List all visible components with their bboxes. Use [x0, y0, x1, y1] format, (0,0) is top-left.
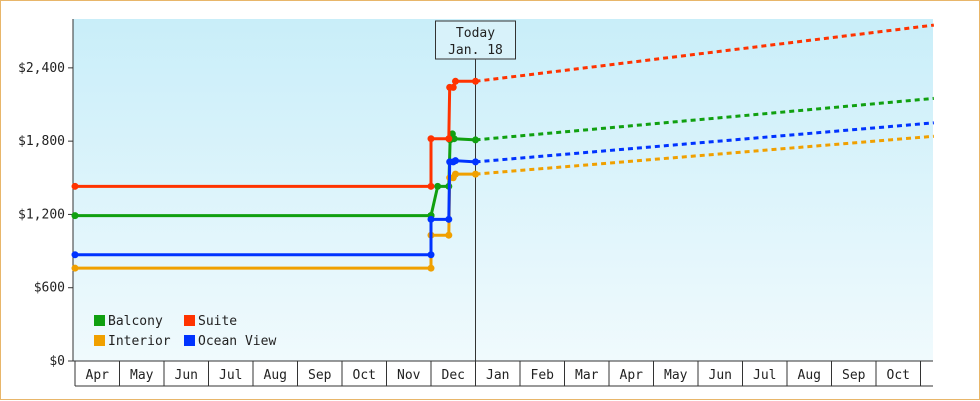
x-tick-label: Dec	[442, 368, 465, 383]
y-tick-label: $0	[49, 354, 65, 369]
x-tick-label: Aug	[264, 368, 287, 383]
x-tick-label: May	[664, 368, 688, 383]
legend-swatch	[184, 335, 195, 346]
data-point	[71, 251, 79, 259]
x-tick-label: Nov	[397, 368, 421, 383]
x-tick-label: Feb	[531, 368, 555, 383]
data-point	[71, 264, 79, 272]
x-tick-label: Jul	[219, 368, 242, 383]
today-box	[435, 20, 516, 60]
y-tick-label: $600	[34, 281, 65, 296]
today-marker: Today Jan. 18	[435, 20, 516, 361]
x-tick-label: Sep	[308, 368, 332, 383]
legend: Balcony Suite Interior Ocean View	[94, 314, 276, 349]
data-point	[451, 77, 459, 85]
x-tick-label: Apr	[620, 368, 644, 383]
x-tick-label: Jul	[753, 368, 776, 383]
data-point	[434, 182, 442, 190]
plot-background	[73, 19, 933, 361]
y-tick-label: $1,800	[18, 134, 65, 149]
x-tick-label: May	[130, 368, 154, 383]
data-point	[427, 182, 435, 190]
forecast-line-balcony	[475, 96, 934, 142]
x-tick-label: Jun	[709, 368, 732, 383]
today-date: Jan. 18	[448, 43, 503, 58]
legend-swatch	[184, 315, 195, 326]
x-tick-label: Oct	[353, 368, 376, 383]
legend-label: Interior	[108, 334, 171, 349]
data-point	[445, 135, 453, 143]
data-point	[472, 136, 479, 144]
data-point	[450, 135, 458, 143]
x-tick-label: Jun	[175, 368, 198, 383]
legend-swatch	[94, 315, 105, 326]
legend-swatch	[94, 335, 105, 346]
data-point	[427, 251, 435, 259]
data-point	[451, 170, 459, 178]
x-axis: Apr May Jun Jul Aug Sep Oct Nov Dec Jan Feb Mar Apr M…	[73, 360, 933, 387]
legend-label: Balcony	[108, 314, 163, 329]
data-point	[445, 231, 453, 239]
data-point	[449, 83, 457, 91]
forecast-line-suite	[475, 23, 935, 83]
y-tick-label: $1,200	[18, 207, 65, 222]
legend-label: Ocean View	[198, 334, 276, 349]
data-point	[445, 215, 453, 223]
data-point	[451, 157, 459, 165]
data-point	[472, 77, 479, 85]
x-tick-label: Sep	[842, 368, 866, 383]
x-tick-label: Mar	[575, 368, 599, 383]
today-label: Today	[456, 26, 495, 41]
x-tick-label: Jan	[486, 368, 509, 383]
legend-label: Suite	[198, 314, 237, 329]
forecast-line-interior	[475, 134, 934, 176]
series-suite	[71, 23, 935, 190]
y-axis: $0 $600 $1,200 $1,800 $2,400	[18, 19, 74, 369]
data-point	[71, 212, 79, 220]
data-point	[427, 135, 435, 143]
data-point	[427, 264, 435, 272]
series-lines	[71, 23, 935, 272]
data-point	[71, 182, 79, 190]
x-tick-label: Aug	[798, 368, 821, 383]
x-tick-label: Apr	[86, 368, 110, 383]
x-tick-label: Oct	[887, 368, 910, 383]
forecast-line-ocean-view	[475, 121, 934, 164]
data-point	[427, 215, 435, 223]
data-point	[472, 158, 479, 166]
series-ocean-view	[71, 121, 934, 259]
data-point	[472, 170, 479, 178]
y-tick-label: $2,400	[18, 61, 65, 76]
